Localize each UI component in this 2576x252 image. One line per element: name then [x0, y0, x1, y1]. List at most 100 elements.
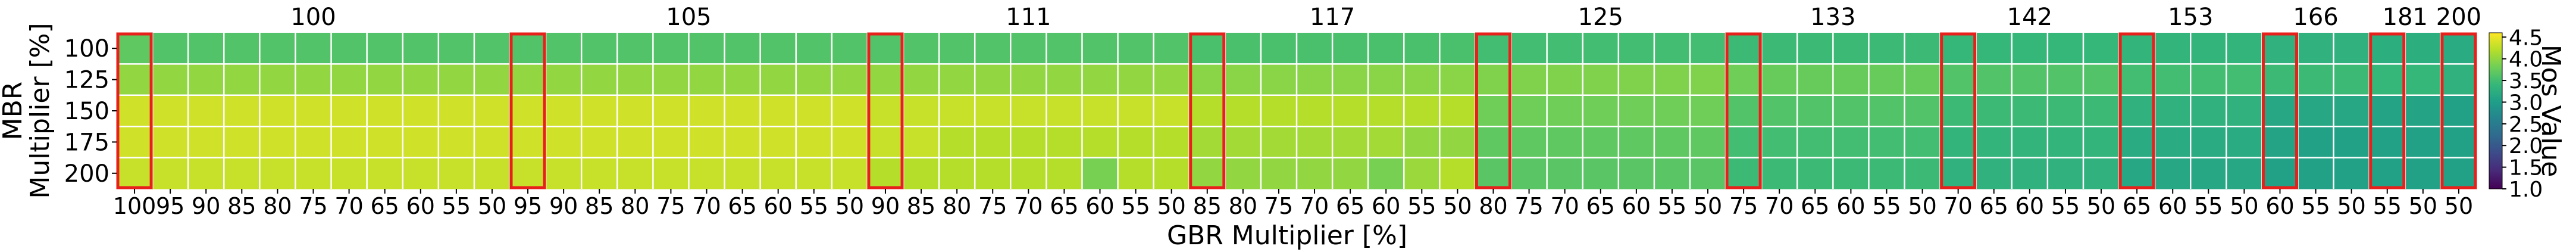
- heatmap-cell: [1332, 95, 1369, 127]
- x-tick-label: 55: [1407, 193, 1436, 219]
- heatmap-cell: [117, 157, 153, 189]
- heatmap-cell: [1976, 64, 2012, 96]
- heatmap-cell: [1868, 126, 1905, 158]
- x-tick-label: 50: [1694, 193, 1722, 219]
- heatmap-cell: [1439, 64, 1476, 96]
- heatmap-cell: [1904, 95, 1941, 127]
- heatmap-cell: [939, 126, 975, 158]
- group-label: 105: [666, 4, 711, 31]
- heatmap-cell: [1404, 157, 1440, 189]
- x-tick-label: 70: [1014, 193, 1043, 219]
- heatmap-cell: [117, 64, 153, 96]
- heatmap-cell: [724, 33, 761, 64]
- heatmap-cell: [2262, 64, 2299, 96]
- heatmap-cell: [367, 126, 403, 158]
- heatmap-cell: [724, 126, 761, 158]
- heatmap-cell: [2190, 126, 2227, 158]
- heatmap-cell: [1118, 64, 1154, 96]
- y-axis-label: MBRMultiplier [%]: [0, 23, 55, 198]
- x-tick-label: 55: [442, 193, 471, 219]
- x-tick-label: 55: [1872, 193, 1901, 219]
- x-tick-label: 95: [156, 193, 184, 219]
- heatmap-cell: [152, 33, 189, 64]
- heatmap-cell: [2011, 157, 2048, 189]
- heatmap-cell: [760, 126, 797, 158]
- heatmap-cell: [1010, 126, 1047, 158]
- heatmap-cell: [1833, 95, 1869, 127]
- heatmap-cell: [1010, 157, 1047, 189]
- heatmap-cell: [1439, 33, 1476, 64]
- x-axis-label: GBR Multiplier [%]: [1167, 220, 1407, 251]
- heatmap-cell: [2047, 64, 2084, 96]
- heatmap-cell: [1654, 157, 1691, 189]
- heatmap-cell: [831, 95, 868, 127]
- heatmap-cell: [1618, 95, 1655, 127]
- heatmap-cell: [2155, 33, 2191, 64]
- x-tick-label: 50: [2409, 193, 2437, 219]
- heatmap-cell: [1475, 126, 1512, 158]
- x-tick-label: 65: [1336, 193, 1364, 219]
- heatmap-cell: [796, 95, 832, 127]
- heatmap-cell: [724, 95, 761, 127]
- heatmap-cell: [1690, 33, 1726, 64]
- heatmap-cell: [1654, 64, 1691, 96]
- heatmap-cell: [796, 33, 832, 64]
- heatmap-cell: [2119, 157, 2155, 189]
- heatmap-cell: [975, 95, 1011, 127]
- heatmap-cell: [1332, 126, 1369, 158]
- heatmap-cell: [2190, 33, 2227, 64]
- heatmap-cell: [1868, 64, 1905, 96]
- heatmap-cell: [1225, 157, 1262, 189]
- heatmap-cell: [402, 33, 439, 64]
- x-tick-label: 55: [800, 193, 828, 219]
- heatmap-cell: [903, 64, 940, 96]
- heatmap-cell: [295, 95, 332, 127]
- heatmap-cell: [510, 157, 546, 189]
- heatmap-cell: [188, 95, 224, 127]
- heatmap-cell: [331, 157, 368, 189]
- heatmap-cell: [1118, 33, 1154, 64]
- x-tick-label: 60: [2158, 193, 2187, 219]
- heatmap-cell: [1082, 126, 1119, 158]
- colorbar-tick-label: 3.5: [2509, 69, 2543, 94]
- heatmap-cell: [2226, 64, 2262, 96]
- x-tick-label: 70: [692, 193, 721, 219]
- x-tick-label: 70: [1944, 193, 1973, 219]
- heatmap-cell: [1618, 64, 1655, 96]
- heatmap-cell: [1976, 33, 2012, 64]
- heatmap-cell: [2155, 157, 2191, 189]
- heatmap-cell: [152, 157, 189, 189]
- heatmap-cell: [1332, 157, 1369, 189]
- heatmap-cell: [152, 64, 189, 96]
- heatmap-cell: [2333, 95, 2370, 127]
- heatmap-cell: [1475, 157, 1512, 189]
- heatmap-cell: [867, 95, 904, 127]
- heatmap-cell: [1118, 95, 1154, 127]
- heatmap-cell: [402, 157, 439, 189]
- heatmap-cell: [939, 157, 975, 189]
- heatmap-cell: [1225, 64, 1262, 96]
- heatmap-cell: [1654, 126, 1691, 158]
- heatmap-cell: [2047, 126, 2084, 158]
- heatmap-cell: [903, 95, 940, 127]
- heatmap-cell: [2369, 126, 2406, 158]
- heatmap-cell: [617, 64, 653, 96]
- heatmap-cell: [2405, 95, 2442, 127]
- heatmap-cell: [2119, 126, 2155, 158]
- x-tick-label: 80: [1229, 193, 1257, 219]
- x-tick-label: 80: [621, 193, 649, 219]
- heatmap-cell: [2405, 157, 2442, 189]
- x-tick-label: 50: [2087, 193, 2115, 219]
- heatmap-cell: [1868, 157, 1905, 189]
- heatmap-cell: [1225, 126, 1262, 158]
- heatmap-cell: [1297, 95, 1333, 127]
- heatmap-cell: [617, 126, 653, 158]
- heatmap-cell: [510, 64, 546, 96]
- heatmap-cell: [2262, 95, 2299, 127]
- heatmap-cell: [1547, 95, 1583, 127]
- heatmap-cell: [2011, 64, 2048, 96]
- x-tick-label: 85: [227, 193, 256, 219]
- heatmap-cell: [1904, 157, 1941, 189]
- group-label: 117: [1310, 4, 1355, 31]
